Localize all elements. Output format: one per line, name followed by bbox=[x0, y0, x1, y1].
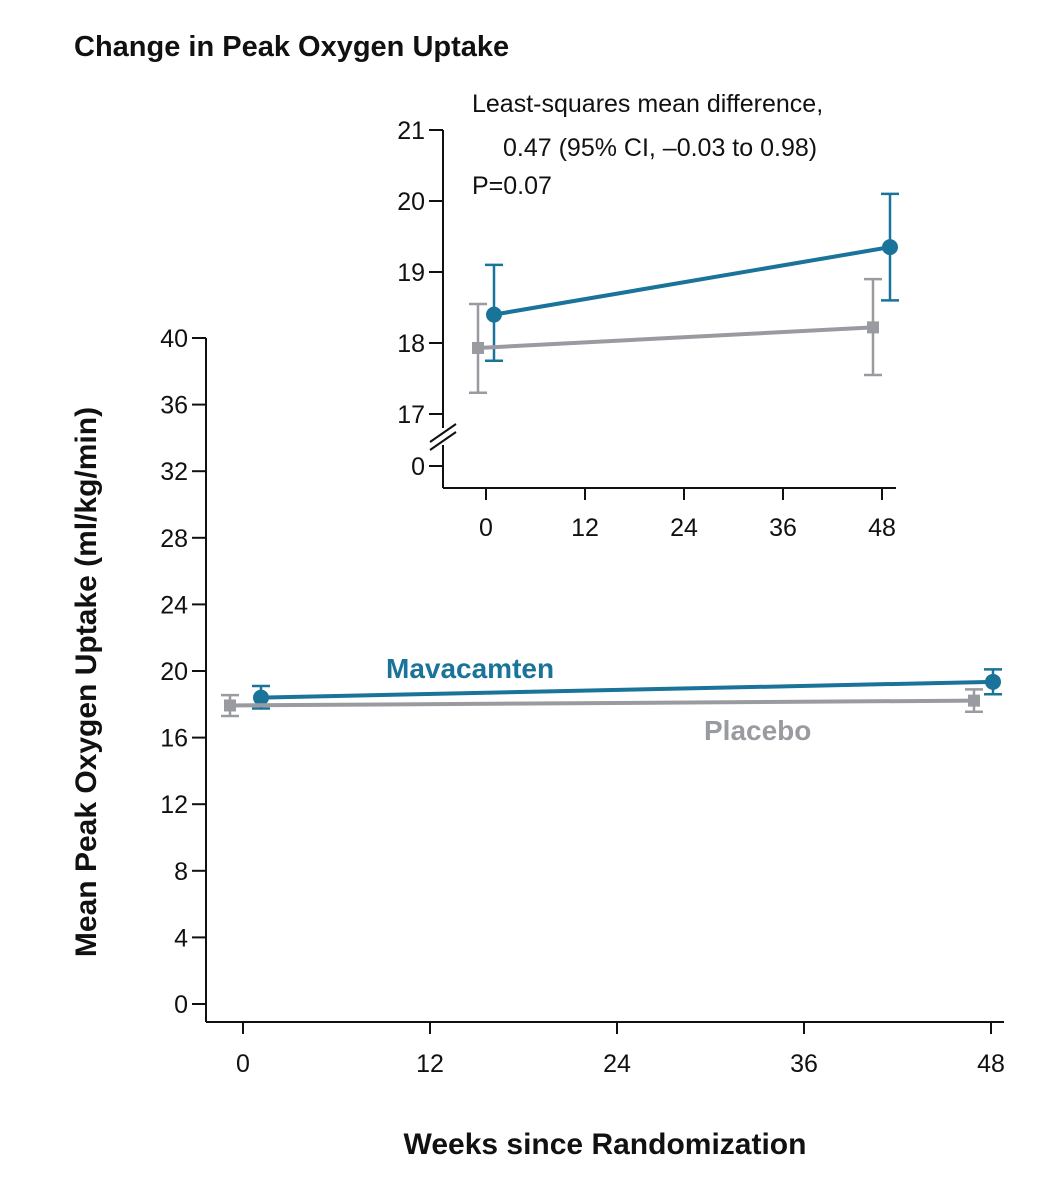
series-label-placebo: Placebo bbox=[704, 715, 811, 746]
y-tick-label: 32 bbox=[160, 458, 188, 486]
inset-x-tick-label: 36 bbox=[769, 514, 797, 542]
data-point-placebo bbox=[472, 341, 484, 354]
y-tick-label: 24 bbox=[160, 591, 188, 619]
x-tick-label: 24 bbox=[603, 1050, 631, 1078]
axis-break-mark bbox=[429, 431, 457, 451]
data-point-mavacamten bbox=[486, 306, 502, 323]
y-tick-label: 4 bbox=[174, 924, 188, 952]
series-line-mavacamten bbox=[260, 679, 994, 700]
data-point-mavacamten bbox=[253, 689, 269, 706]
inset-y-tick-label: 20 bbox=[397, 188, 425, 216]
data-point-placebo bbox=[968, 694, 980, 707]
inset-x-tick-label: 24 bbox=[670, 514, 698, 542]
y-tick-label: 12 bbox=[160, 791, 188, 819]
data-point-mavacamten bbox=[985, 673, 1001, 690]
y-tick-label: 20 bbox=[160, 658, 188, 686]
y-tick-label: 0 bbox=[174, 991, 188, 1019]
series-label-mavacamten: Mavacamten bbox=[386, 653, 554, 684]
main-series bbox=[221, 668, 1002, 718]
inset-x-tick-label: 12 bbox=[571, 514, 599, 542]
series-line-mavacamten bbox=[493, 245, 891, 317]
inset-y-tick-label: 17 bbox=[397, 401, 425, 429]
x-tick-label: 0 bbox=[236, 1050, 250, 1078]
inset-y-tick-label: 21 bbox=[397, 117, 425, 145]
series-line-placebo bbox=[477, 325, 874, 350]
chart-title: Change in Peak Oxygen Uptake bbox=[74, 31, 509, 63]
inset-annotation-line-2: 0.47 (95% CI, –0.03 to 0.98) bbox=[503, 134, 817, 162]
axis-break-mark bbox=[429, 423, 457, 443]
data-point-placebo bbox=[867, 321, 879, 334]
y-tick-label: 36 bbox=[160, 392, 188, 420]
x-tick-label: 36 bbox=[790, 1050, 818, 1078]
y-axis-title: Mean Peak Oxygen Uptake (ml/kg/min) bbox=[70, 407, 103, 957]
inset-x-tick-label: 48 bbox=[868, 514, 896, 542]
inset-x-tick-label: 0 bbox=[479, 514, 493, 542]
inset-series bbox=[469, 192, 899, 394]
data-point-placebo bbox=[224, 699, 236, 712]
y-tick-label: 16 bbox=[160, 725, 188, 753]
inset-y-tick-label: 19 bbox=[397, 259, 425, 287]
x-axis-title: Weeks since Randomization bbox=[404, 1128, 807, 1161]
x-tick-label: 12 bbox=[416, 1050, 444, 1078]
y-tick-label: 28 bbox=[160, 525, 188, 553]
y-tick-label: 8 bbox=[174, 858, 188, 886]
series-line-placebo bbox=[229, 698, 975, 708]
inset-annotation-line-1: Least-squares mean difference, bbox=[472, 90, 823, 118]
y-tick-label: 40 bbox=[160, 325, 188, 353]
inset-annotation-line-3: P=0.07 bbox=[472, 172, 552, 200]
inset-axes: 17 18 19 20 21 0 0 12 24 36 48 bbox=[397, 117, 896, 542]
x-tick-label: 48 bbox=[977, 1050, 1005, 1078]
inset-y-tick-label: 0 bbox=[411, 453, 425, 481]
inset-y-tick-label: 18 bbox=[397, 330, 425, 358]
data-point-mavacamten bbox=[882, 239, 898, 256]
